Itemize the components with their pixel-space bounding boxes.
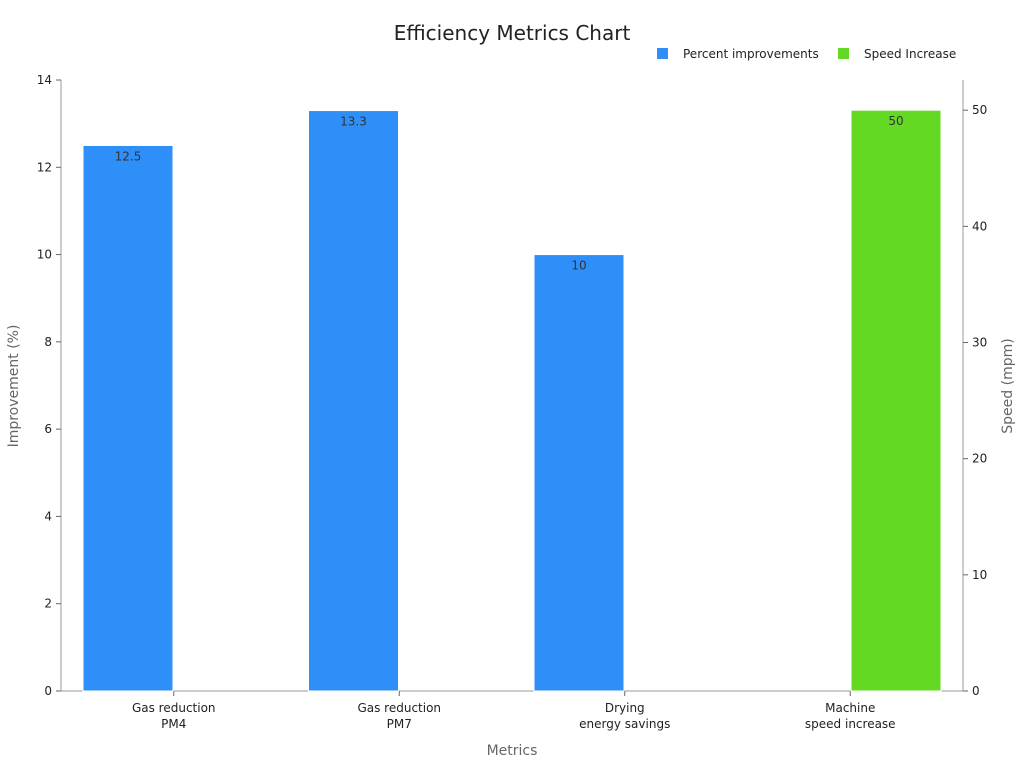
- bars: [82, 109, 942, 692]
- y2-tick-label: 0: [972, 684, 980, 698]
- y-axis-title: Improvement (%): [6, 325, 22, 448]
- y-tick-label: 2: [44, 597, 52, 611]
- x-tick-label: energy savings: [579, 717, 670, 731]
- x-tick-label: PM4: [161, 717, 186, 731]
- y2-tick-label: 20: [972, 452, 987, 466]
- legend-label: Percent improvements: [683, 47, 819, 61]
- bar: [308, 110, 399, 692]
- y-tick-label: 14: [37, 73, 52, 87]
- chart-title: Efficiency Metrics Chart: [394, 21, 631, 45]
- y-tick-label: 12: [37, 160, 52, 174]
- data-label: 13.3: [340, 115, 367, 129]
- x-tick-label: Machine: [825, 701, 875, 715]
- y2-axis-title: Speed (mpm): [1000, 338, 1016, 433]
- y2-tick-label: 10: [972, 568, 987, 582]
- legend-label: Speed Increase: [864, 47, 956, 61]
- y2-tick-label: 40: [972, 219, 987, 233]
- y2-tick-label: 50: [972, 103, 987, 117]
- legend: Percent improvements Speed Increase: [657, 47, 956, 61]
- data-label: 50: [888, 114, 903, 128]
- axes: 0 2 4 6 8 10 12 14 0 10 20 30 40 50 Gas reduction PM4 Ga…: [37, 73, 988, 731]
- data-labels: 12.5 13.3 10 50: [115, 114, 904, 272]
- bar: [850, 109, 942, 692]
- y-tick-label: 4: [44, 509, 52, 523]
- y-tick-label: 6: [44, 422, 52, 436]
- x-tick-label: speed increase: [805, 717, 896, 731]
- x-tick-label: Drying: [605, 701, 645, 715]
- legend-swatch: [657, 48, 668, 59]
- y-tick-label: 0: [44, 684, 52, 698]
- bar: [533, 254, 625, 692]
- data-label: 10: [571, 259, 586, 273]
- legend-swatch: [838, 48, 849, 59]
- y-tick-label: 8: [44, 335, 52, 349]
- bar: [82, 144, 174, 692]
- x-tick-label: PM7: [387, 717, 412, 731]
- x-tick-label: Gas reduction: [357, 701, 441, 715]
- data-label: 12.5: [115, 149, 142, 163]
- x-axis-title: Metrics: [487, 743, 538, 759]
- y-tick-label: 10: [37, 248, 52, 262]
- y2-tick-label: 30: [972, 336, 987, 350]
- x-tick-label: Gas reduction: [132, 701, 216, 715]
